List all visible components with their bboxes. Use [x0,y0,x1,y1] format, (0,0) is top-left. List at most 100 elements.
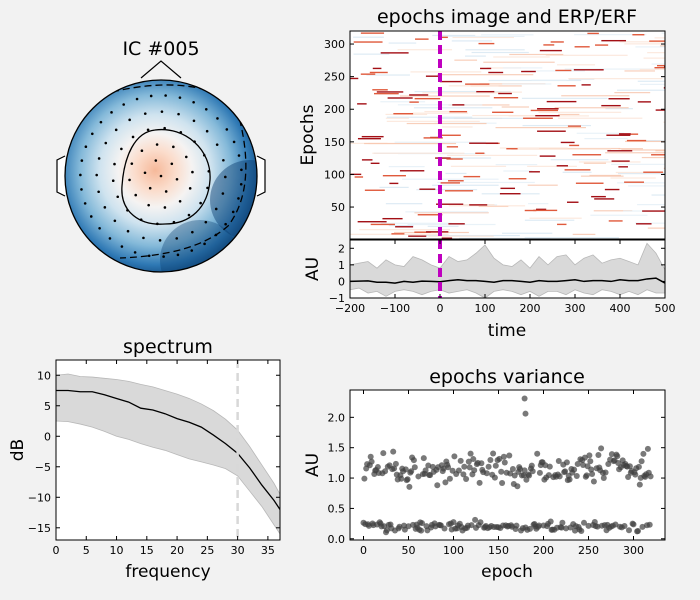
variance-point [485,463,492,470]
epoch-stripe [357,221,387,223]
epoch-stripe [539,155,556,157]
variance-ytick-label: 0.5 [328,502,346,515]
epoch-stripe [591,195,606,198]
epoch-stripe [539,49,562,52]
epoch-stripe [440,182,460,184]
epoch-stripe [624,70,655,72]
epoch-stripe [409,101,419,103]
variance-point [646,521,653,528]
epoch-stripe [569,144,580,147]
epoch-stripe [452,104,465,106]
epoch-stripe [536,208,547,211]
spectrum-xlabel: frequency [125,562,210,582]
variance-point [562,468,569,475]
epoch-stripe [432,34,476,37]
epoch-stripe [529,217,582,219]
variance-point [526,472,533,479]
spectrum-xtick-label: 15 [140,544,154,557]
epoch-stripe [425,75,439,77]
variance-point [463,475,470,482]
epoch-stripe [580,175,624,177]
sensor-dot [221,192,225,195]
spectrum-xtick-label: 10 [110,544,124,557]
epoch-stripe [545,54,628,56]
epoch-stripe [581,84,591,86]
epoch-stripe [451,40,493,42]
topomap-contour-positive [121,128,211,225]
spectrum-xtick-label: 20 [170,544,184,557]
epoch-stripe [555,69,572,72]
epoch-stripe [511,148,612,150]
sensor-dot [207,169,211,173]
epoch-stripe [550,41,564,43]
variance-point [415,473,422,480]
variance-point [509,465,516,472]
spectrum-panel: spectrum 0 5 10 15 20 25 30 35 −15 −10 −5 0 5 10 freq… [8,336,281,582]
sensor-dot [162,255,165,258]
epoch-stripe [508,178,527,180]
variance-point [583,472,590,479]
variance-point [445,464,452,471]
epoch-stripe [353,53,390,55]
sensor-dot [80,188,83,191]
variance-point [390,448,397,455]
sensor-dot [190,249,194,252]
sensor-dot [134,193,138,197]
epoch-stripe [459,237,551,239]
erp-ytick-label: 2 [338,242,345,255]
epoch-stripe [561,95,630,97]
variance-xtick-label: 150 [488,544,509,557]
variance-point [457,457,464,464]
variance-point [521,467,528,474]
epoch-stripe [444,190,474,192]
variance-point [630,521,637,528]
epoch-stripe [372,67,382,70]
variance-point [587,458,594,465]
spectrum-ytick-label: −15 [28,522,51,535]
erp-panel: −200 −100 0 100 200 300 400 500 −1 0 1 2 time AU [303,239,676,341]
epoch-stripe [594,198,615,200]
epoch-stripe [643,171,663,173]
variance-ylabel: AU [303,453,323,477]
erp-xtick-label: 0 [437,302,444,315]
epoch-stripe [576,132,625,134]
sensor-dot [156,222,159,226]
epoch-stripe [476,90,495,93]
epoch-stripe [424,110,452,113]
sensor-dot [133,251,137,254]
variance-point [491,474,498,481]
variance-point [638,458,645,465]
epoch-stripe [509,53,564,56]
sensor-dot [179,130,183,134]
epoch-stripe [655,150,665,152]
epoch-stripe [446,158,463,160]
epoch-stripe [624,43,665,45]
variance-point [470,456,477,463]
epoch-stripe [422,92,502,94]
epoch-stripe [584,138,628,140]
epoch-stripe [370,162,380,165]
sensor-dot [193,140,196,143]
epoch-stripe [436,203,464,205]
variance-point [536,469,543,476]
variance-point [471,467,478,474]
epoch-stripe [664,32,665,35]
variance-points [360,395,654,536]
epoch-stripe [558,113,580,116]
variance-point [461,463,468,470]
variance-point [635,528,641,535]
variance-point [621,522,628,529]
erp-xtick-label: −100 [380,302,410,315]
variance-point [396,523,403,530]
variance-point [405,523,412,530]
epoch-stripe [601,39,627,42]
epoch-stripe [632,34,645,36]
epoch-stripe [629,133,639,135]
variance-point [380,450,387,457]
epoch-stripe [521,97,608,99]
spectrum-xtick-label: 25 [200,544,214,557]
sensor-dot [178,199,182,203]
spectrum-xtick-label: 30 [231,544,245,557]
epoch-stripe [406,122,487,125]
topomap-panel: IC #005 [56,38,266,273]
